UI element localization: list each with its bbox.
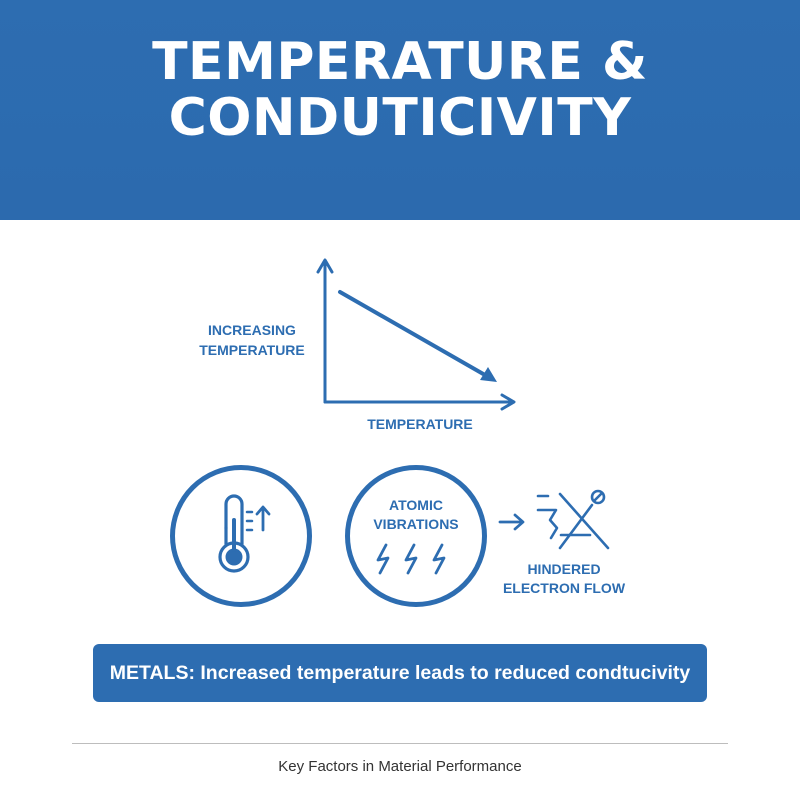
blocked-electron-flow-icon	[536, 489, 610, 550]
x-axis-label: TEMPERATURE	[367, 416, 473, 432]
hindered-label-line-2: ELECTRON FLOW	[502, 580, 626, 596]
atomic-label-line-1: ATOMIC	[389, 497, 443, 513]
footer-caption: Key Factors in Material Performance	[278, 758, 522, 775]
metals-summary-banner: METALS: Increased temperature leads to r…	[93, 644, 707, 702]
banner-text: METALS: Increased temperature leads to r…	[109, 662, 691, 684]
y-axis-arrowhead	[316, 258, 334, 274]
x-axis-arrowhead	[500, 393, 516, 411]
title-line-1: TEMPERATURE &	[152, 32, 648, 92]
title-header: TEMPERATURE & CONDUTICIVITY	[0, 0, 800, 220]
y-axis-label-line-1: INCREASING	[208, 322, 296, 338]
atomic-vibrations-circle	[345, 465, 487, 607]
hindered-label-line-1: HINDERED	[527, 561, 601, 577]
y-axis-label-line-2: TEMPERATURE	[199, 342, 305, 358]
trend-line	[338, 290, 497, 382]
title-line-2: CONDUTICIVITY	[168, 88, 632, 148]
trend-line-arrowhead	[480, 367, 497, 382]
arrow-right-icon	[498, 513, 525, 531]
thermometer-circle	[170, 465, 312, 607]
atomic-label-line-2: VIBRATIONS	[373, 516, 459, 532]
graph-axes	[316, 258, 516, 411]
footer-divider	[72, 743, 728, 744]
